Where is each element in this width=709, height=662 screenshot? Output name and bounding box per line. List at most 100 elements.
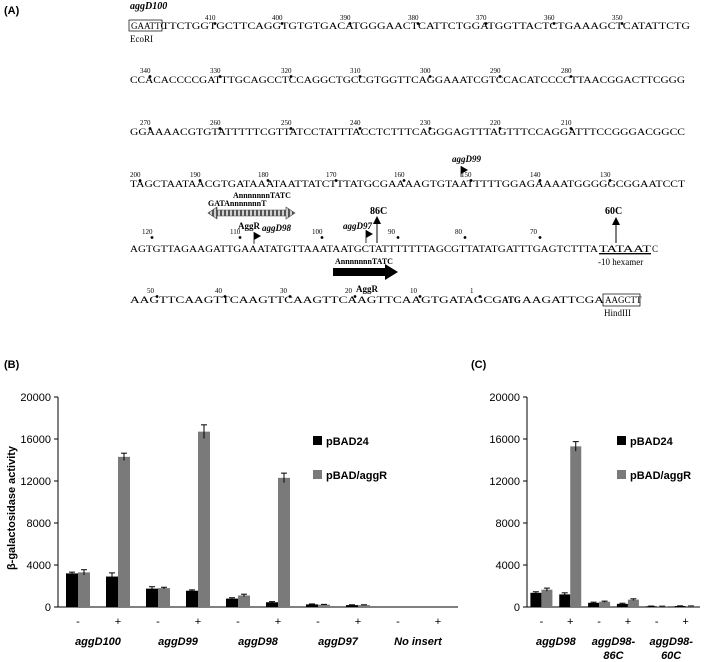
hexamer-label: -10 hexamer bbox=[598, 257, 643, 267]
position-dot bbox=[320, 236, 324, 239]
y-tick-label: 8000 bbox=[27, 518, 51, 530]
chart-b: 0 4000 8000 12000 16000 20000 - + - + - + - + - + aggD10… bbox=[20, 392, 458, 648]
position-dot bbox=[198, 179, 202, 182]
y-tick-label: 12000 bbox=[20, 476, 51, 488]
atg-codon: ATG bbox=[502, 295, 521, 305]
seq-row-2: CCACACCCCGATTTGCAGCCTCCAGGCTGCCGTGGTTCAG… bbox=[130, 75, 686, 85]
bar-pbad-aggr bbox=[118, 456, 130, 607]
hindiii-box bbox=[602, 293, 641, 307]
c86-arrow-head-icon bbox=[373, 216, 381, 224]
seq-row-1-numbers: 410 400 390 380 370 360 350 bbox=[205, 14, 624, 25]
condition-label: + bbox=[275, 616, 281, 628]
aggr-site-double-arrow bbox=[207, 206, 296, 220]
position-number: 270 bbox=[140, 119, 151, 127]
aggr-bottom-label: AggR bbox=[356, 284, 378, 294]
legend-c-swatch-pbad-aggr bbox=[617, 470, 626, 479]
hexamer-site: TATAAT bbox=[599, 244, 652, 254]
position-number: 330 bbox=[210, 67, 221, 75]
position-dot bbox=[334, 179, 338, 182]
condition-label: - bbox=[156, 616, 160, 628]
position-dot bbox=[358, 75, 362, 78]
position-dot bbox=[416, 22, 420, 25]
seq-row-3: GGAAAACGTGTATTTTTCGTTATCCTATTTACCTCTTTCA… bbox=[130, 127, 685, 137]
panel-b-label: (B) bbox=[4, 359, 20, 371]
position-dot bbox=[418, 295, 422, 298]
bar-pbad-aggr bbox=[570, 446, 582, 607]
seq-row-6-numbers: 50 40 30 20 10 1 bbox=[147, 287, 482, 298]
position-number: 320 bbox=[281, 67, 292, 75]
position-dot bbox=[353, 295, 357, 298]
ecori-box bbox=[128, 19, 163, 32]
position-number: 200 bbox=[130, 171, 141, 179]
group-label: aggD97 bbox=[318, 636, 359, 648]
condition-label: + bbox=[567, 616, 573, 628]
position-dot bbox=[484, 22, 488, 25]
seq-row-5-tail: C bbox=[652, 244, 658, 254]
aggd97-label: aggD97 bbox=[343, 221, 372, 231]
position-dot bbox=[569, 127, 573, 130]
position-number: 70 bbox=[530, 228, 538, 236]
y-tick-label: 12000 bbox=[489, 476, 520, 488]
aggd98-label: aggD98 bbox=[262, 223, 291, 233]
panel-b: (B) β-galactosidase activity 0 4000 8000 12… bbox=[4, 359, 458, 648]
position-number: 210 bbox=[561, 119, 572, 127]
position-number: 370 bbox=[476, 14, 487, 22]
bar-pbad24 bbox=[186, 590, 198, 607]
position-number: 360 bbox=[544, 14, 555, 22]
condition-label: + bbox=[682, 616, 688, 628]
seq-row-6: AAGTTCAAGTTCAAGTTCAAGTTCAAGTTCAAGTGATAGC… bbox=[130, 295, 503, 305]
position-number: 150 bbox=[461, 171, 472, 179]
condition-label: + bbox=[355, 616, 361, 628]
position-number: 410 bbox=[205, 14, 216, 22]
position-dot bbox=[218, 75, 222, 78]
condition-label: - bbox=[396, 616, 400, 628]
position-dot bbox=[348, 22, 352, 25]
group-label: aggD98- bbox=[592, 636, 636, 648]
position-dot bbox=[498, 75, 502, 78]
bar-pbad-aggr bbox=[238, 595, 250, 607]
position-dot bbox=[396, 236, 400, 239]
position-number: 40 bbox=[215, 287, 223, 295]
bar-pbad24 bbox=[588, 602, 600, 607]
position-dot bbox=[150, 236, 154, 239]
position-dot bbox=[266, 179, 270, 182]
position-number: 140 bbox=[530, 171, 541, 179]
position-number: 130 bbox=[600, 171, 611, 179]
y-tick-label: 0 bbox=[45, 602, 51, 614]
position-dot bbox=[280, 22, 284, 25]
bar-pbad-aggr bbox=[158, 588, 170, 607]
ecori-site: GAATTC bbox=[131, 21, 167, 31]
y-tick-label: 4000 bbox=[496, 560, 520, 572]
position-number: 260 bbox=[210, 119, 221, 127]
position-dot bbox=[428, 127, 432, 130]
bar-pbad24 bbox=[106, 576, 118, 607]
position-dot bbox=[289, 127, 293, 130]
position-dot bbox=[138, 179, 142, 182]
group-label: aggD98- bbox=[649, 636, 693, 648]
motif-top-upper: AnnnnnnnTATC bbox=[233, 191, 291, 200]
bar-pbad24 bbox=[346, 605, 358, 607]
position-number: 240 bbox=[350, 119, 361, 127]
position-dot bbox=[608, 179, 612, 182]
position-dot bbox=[213, 22, 217, 25]
position-number: 220 bbox=[490, 119, 501, 127]
hindiii-site: AAGCTT bbox=[605, 295, 642, 305]
seq-row-6-post: AAGATTCGA bbox=[522, 295, 605, 305]
motif-bottom: AnnnnnnnTATC bbox=[335, 257, 393, 266]
panel-a-label: (A) bbox=[4, 5, 20, 17]
position-number: 230 bbox=[420, 119, 431, 127]
bar-pbad-aggr bbox=[198, 431, 210, 607]
bar-pbad-aggr bbox=[685, 606, 697, 607]
condition-label: + bbox=[625, 616, 631, 628]
position-number: 380 bbox=[408, 14, 419, 22]
position-dot bbox=[469, 179, 473, 182]
seq-row-3-numbers: 270 260 250 240 230 220 210 bbox=[140, 119, 573, 130]
y-tick-label: 8000 bbox=[496, 518, 520, 530]
bar-pbad-aggr bbox=[541, 589, 553, 607]
position-dot bbox=[538, 236, 542, 239]
position-number: 250 bbox=[281, 119, 292, 127]
group-label: 86C bbox=[603, 650, 624, 662]
position-number: 290 bbox=[490, 67, 501, 75]
y-tick-label: 16000 bbox=[20, 434, 51, 446]
bar-pbad24 bbox=[616, 603, 628, 607]
